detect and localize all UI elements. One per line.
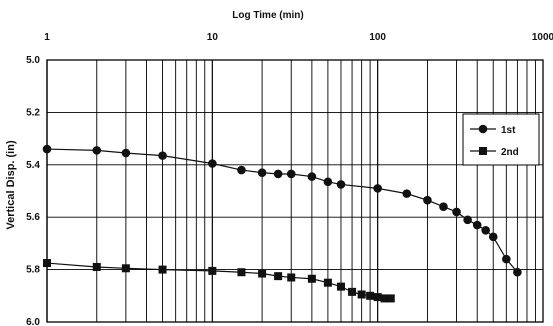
data-point (323, 278, 332, 287)
y-axis-label-text: Vertical Disp. (in) (5, 140, 17, 230)
data-point (43, 259, 51, 268)
data-point (488, 232, 498, 242)
data-point (286, 169, 296, 179)
data-point (237, 165, 246, 175)
data-point (274, 272, 283, 281)
data-point (158, 265, 167, 274)
data-point (208, 159, 217, 168)
data-point (357, 290, 366, 299)
data-point (336, 180, 346, 189)
data-series (42, 144, 522, 303)
data-point (42, 144, 52, 154)
chart-title: Log Time (min) (232, 10, 303, 21)
data-point (307, 274, 316, 283)
data-point (307, 172, 317, 181)
y-tick-label: 5.6 (26, 212, 40, 223)
data-point (373, 293, 382, 302)
data-point (237, 268, 246, 277)
series-2nd (43, 259, 395, 303)
data-point (481, 226, 490, 235)
grid (46, 59, 544, 323)
data-point (257, 168, 267, 177)
y-tick-label: 5.4 (26, 160, 40, 171)
data-point (513, 267, 522, 277)
legend-box (462, 113, 540, 166)
data-point (158, 151, 167, 160)
data-point (386, 294, 395, 303)
legend-label: 1st (501, 125, 516, 136)
data-point (373, 184, 382, 193)
data-point (273, 169, 283, 179)
data-point (348, 287, 357, 296)
data-point (463, 215, 472, 225)
data-point (258, 269, 267, 278)
legend-marker (478, 124, 488, 134)
data-point (402, 189, 412, 198)
data-point (452, 207, 461, 217)
data-point (423, 195, 432, 205)
y-tick-label: 5.8 (26, 265, 40, 276)
y-tick-label: 5.0 (26, 55, 40, 66)
legend-item: 1st (470, 124, 516, 136)
legend-marker (479, 147, 487, 155)
data-point (472, 220, 482, 230)
y-axis-label: Vertical Disp. (in) (5, 140, 17, 230)
y-tick-label: 6.0 (26, 317, 40, 326)
data-point (323, 177, 333, 187)
data-point (287, 273, 296, 282)
legend-label: 2nd (501, 147, 519, 158)
data-point (336, 282, 345, 291)
x-tick-label: 10 (207, 32, 219, 43)
data-point (121, 148, 131, 158)
series-line (46, 148, 518, 273)
axis-ticks: 1 10 100 1000 5.0 5.2 5.4 5.6 5.8 6.0 (26, 32, 553, 326)
data-point (366, 291, 375, 300)
plot-frame (46, 59, 544, 323)
data-point (502, 254, 511, 264)
data-point (208, 266, 217, 275)
x-tick-label: 1000 (532, 32, 553, 43)
x-tick-label: 100 (369, 32, 386, 43)
data-point (92, 146, 102, 155)
legend: 1st 2nd (462, 113, 540, 166)
data-point (380, 294, 389, 303)
legend-item: 2nd (470, 147, 519, 158)
data-point (92, 262, 101, 271)
y-tick-label: 5.2 (26, 107, 40, 118)
series-1st (42, 144, 522, 277)
data-point (121, 264, 130, 273)
data-point (439, 202, 448, 212)
x-tick-label: 1 (44, 32, 50, 43)
